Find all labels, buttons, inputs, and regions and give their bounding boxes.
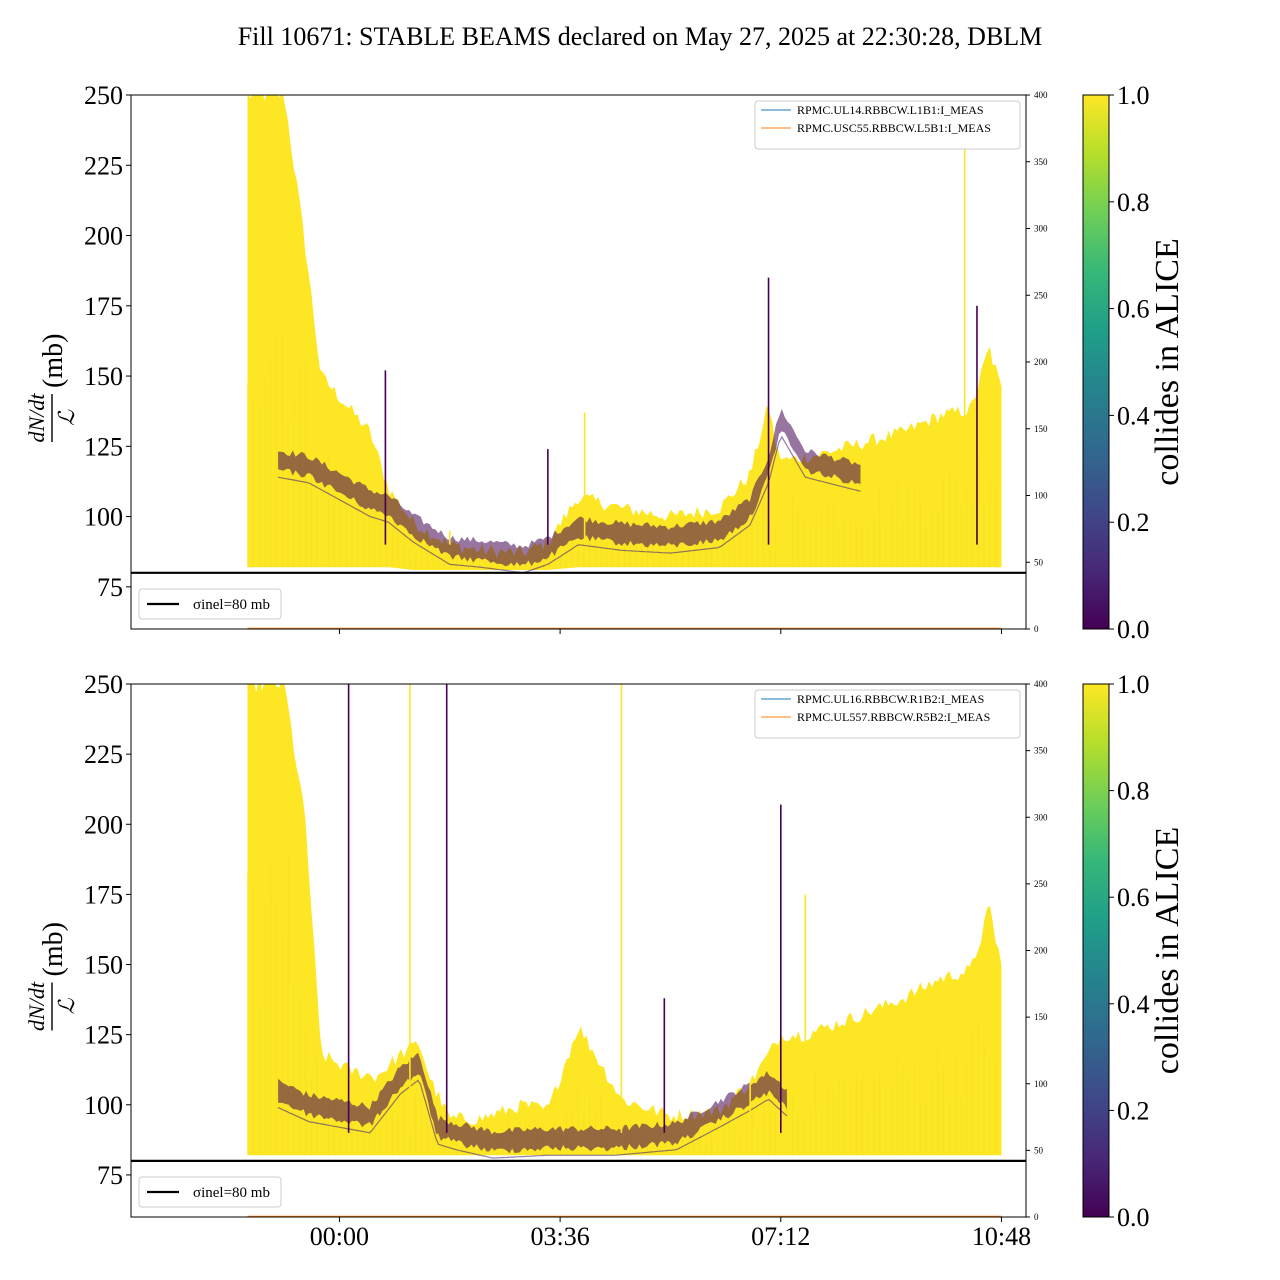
y-tick-label: 175 — [84, 292, 123, 321]
x-tick-label: 00:00 — [310, 1222, 369, 1251]
dark-band — [278, 408, 861, 567]
y2-tick-label: 400 — [1034, 679, 1048, 689]
legend-box — [754, 689, 1021, 739]
colorbar-tick-label: 0.0 — [1117, 615, 1150, 644]
colorbar-tick-label: 0.2 — [1117, 508, 1150, 537]
y2-tick-label: 0 — [1034, 1212, 1039, 1222]
legend-entry: RPMC.USC55.RBBCW.L5B1:I_MEAS — [797, 121, 991, 135]
y2-tick-label: 250 — [1034, 879, 1048, 889]
legend-box — [138, 1176, 282, 1208]
y-tick-label: 225 — [84, 151, 123, 180]
y-axis-label: dN/dt ℒ (mb) — [24, 334, 79, 443]
dark-band — [278, 1052, 787, 1154]
y-tick-label: 150 — [84, 951, 123, 980]
top-panel: 75 100 125 150 175 200 225 250 0 50 100 150 200 250 30… — [24, 81, 1048, 634]
colorbar-tick-label: 0.4 — [1117, 990, 1150, 1019]
y-tick-label: 225 — [84, 740, 123, 769]
legend-entry: RPMC.UL14.RBBCW.L1B1:I_MEAS — [797, 103, 984, 117]
y-tick-label: 75 — [97, 1161, 123, 1190]
y-tick-label: 100 — [84, 1091, 123, 1120]
dark-band-secondary — [277, 435, 861, 574]
legend-entry: σinel=80 mb — [193, 1185, 270, 1201]
y-tick-label: 100 — [84, 503, 123, 532]
legend-box — [138, 588, 282, 620]
y-label-denominator: ℒ — [54, 409, 79, 426]
y2-tick-label: 200 — [1034, 357, 1048, 367]
y-tick-label: 250 — [84, 670, 123, 699]
y2-tick-label: 300 — [1034, 224, 1048, 234]
colorbar-tick-label: 0.6 — [1117, 295, 1150, 324]
data-envelope — [247, 684, 1002, 1156]
colorbar-label: collides in ALICE — [1149, 827, 1186, 1074]
legend-currents: RPMC.UL14.RBBCW.L1B1:I_MEAS RPMC.USC55.RB… — [754, 100, 1021, 150]
legend-currents: RPMC.UL16.RBBCW.R1B2:I_MEAS RPMC.UL557.RB… — [754, 689, 1021, 739]
y2-tick-label: 350 — [1034, 157, 1048, 167]
colorbar-bottom: 0.0 0.2 0.4 0.6 0.8 1.0 collides in ALICE — [1082, 670, 1186, 1232]
y-tick-label: 200 — [84, 810, 123, 839]
x-tick-label: 03:36 — [530, 1222, 589, 1251]
legend-entry: RPMC.UL16.RBBCW.R1B2:I_MEAS — [797, 692, 984, 706]
y-tick-label: 250 — [84, 81, 123, 110]
y-tick-label: 125 — [84, 1021, 123, 1050]
dark-band-secondary — [277, 1079, 788, 1159]
colorbar-tick-label: 0.8 — [1117, 777, 1150, 806]
y-axis-label: dN/dt ℒ (mb) — [24, 922, 79, 1031]
y2-tick-label: 400 — [1034, 90, 1048, 100]
colorbar-gradient — [1082, 683, 1110, 1218]
x-tick-label: 10:48 — [972, 1222, 1031, 1251]
y2-tick-label: 50 — [1034, 1145, 1044, 1155]
legend-box — [754, 100, 1021, 150]
bottom-panel: 75 100 125 150 175 200 225 250 0 50 100 150 200 250 30… — [24, 670, 1048, 1251]
y2-tick-label: 0 — [1034, 624, 1039, 634]
y-label-numerator: dN/dt — [24, 981, 49, 1031]
legend-sigma: σinel=80 mb — [138, 588, 282, 620]
colorbar-tick-label: 0.8 — [1117, 188, 1150, 217]
y2-tick-label: 150 — [1034, 424, 1048, 434]
figure-title: Fill 10671: STABLE BEAMS declared on May… — [238, 22, 1043, 51]
y2-tick-label: 100 — [1034, 491, 1048, 501]
colorbar-tick-label: 0.6 — [1117, 883, 1150, 912]
y2-tick-label: 300 — [1034, 812, 1048, 822]
colorbar-gradient — [1082, 94, 1110, 630]
y2-tick-label: 150 — [1034, 1012, 1048, 1022]
y-tick-label: 200 — [84, 222, 123, 251]
colorbar-tick-label: 0.4 — [1117, 401, 1150, 430]
x-tick-label: 07:12 — [751, 1222, 810, 1251]
plot-area — [247, 95, 1002, 629]
legend-entry: σinel=80 mb — [193, 597, 270, 613]
y-tick-label: 75 — [97, 573, 123, 602]
y-tick-label: 150 — [84, 362, 123, 391]
y2-tick-label: 200 — [1034, 946, 1048, 956]
colorbar-tick-label: 0.0 — [1117, 1203, 1150, 1232]
legend-entry: RPMC.UL557.RBBCW.R5B2:I_MEAS — [797, 710, 990, 724]
y-tick-label: 125 — [84, 432, 123, 461]
y-label-numerator: dN/dt — [24, 393, 49, 443]
y2-tick-label: 100 — [1034, 1079, 1048, 1089]
y-label-unit: (mb) — [38, 334, 69, 388]
y-tick-label: 175 — [84, 880, 123, 909]
plot-area — [247, 684, 1002, 1217]
colorbar-tick-label: 1.0 — [1117, 670, 1150, 699]
legend-sigma: σinel=80 mb — [138, 1176, 282, 1208]
y-label-denominator: ℒ — [54, 997, 79, 1014]
colorbar-tick-label: 1.0 — [1117, 81, 1150, 110]
y2-tick-label: 350 — [1034, 746, 1048, 756]
y2-tick-label: 250 — [1034, 290, 1048, 300]
y2-tick-label: 50 — [1034, 557, 1044, 567]
colorbar-top: 0.0 0.2 0.4 0.6 0.8 1.0 collides in ALICE — [1082, 81, 1186, 644]
y-label-unit: (mb) — [38, 922, 69, 976]
colorbar-label: collides in ALICE — [1149, 238, 1186, 485]
colorbar-tick-label: 0.2 — [1117, 1096, 1150, 1125]
